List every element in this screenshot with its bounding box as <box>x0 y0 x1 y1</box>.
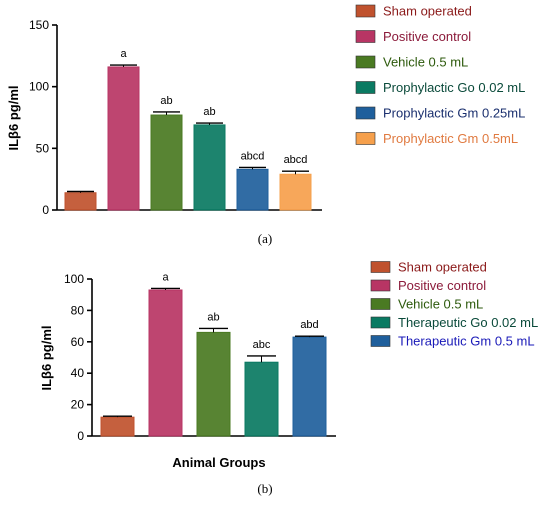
panel-label: (a) <box>258 231 272 246</box>
y-tick-label: 60 <box>71 335 85 349</box>
legend-swatch <box>370 335 391 347</box>
significance-label: abcd <box>241 150 265 162</box>
legend-entry: Positive control <box>383 29 471 44</box>
bar <box>148 289 183 437</box>
bar <box>64 192 97 211</box>
legend-swatch <box>370 279 391 292</box>
legend-entry: Therapeutic Gm 0.5 mL <box>398 334 535 349</box>
significance-label: abcd <box>284 154 308 166</box>
legend-swatch <box>355 55 376 69</box>
legend-swatch <box>370 316 391 329</box>
legend-entry: Positive control <box>398 278 486 293</box>
legend-swatch <box>370 298 391 310</box>
legend-entry: Therapeutic Go 0.02 mL <box>398 315 538 330</box>
bar <box>193 124 226 211</box>
legend-swatch <box>355 81 376 94</box>
bar <box>279 173 312 211</box>
bar <box>107 66 140 211</box>
significance-label: ab <box>203 106 215 118</box>
legend-entry: Vehicle 0.5 mL <box>398 297 483 312</box>
significance-label: a <box>120 48 127 60</box>
significance-label: a <box>162 271 169 283</box>
legend-entry: Sham operated <box>383 4 472 19</box>
y-tick-label: 150 <box>29 18 49 32</box>
bar <box>100 416 135 437</box>
legend-entry: Sham operated <box>398 260 487 275</box>
legend-swatch <box>370 261 391 273</box>
y-tick-label: 80 <box>71 303 85 317</box>
legend: Sham operated Positive control Vehicle 0.5… <box>370 260 538 349</box>
legend-swatch <box>355 132 376 145</box>
y-tick-label: 50 <box>36 141 50 155</box>
bar <box>150 114 183 211</box>
panel-label: (b) <box>257 481 272 496</box>
significance-label: abd <box>300 319 318 331</box>
y-axis-label: ILβ6 pg/ml <box>39 326 54 391</box>
legend-entry: Vehicle 0.5 mL <box>383 55 468 70</box>
y-tick-label: 20 <box>71 398 85 412</box>
y-tick-label: 100 <box>29 80 49 94</box>
bar <box>196 331 231 437</box>
chart-b: 0 20 40 60 80 100 ILβ6 pg/ml a ab abc abd Animal Gr… <box>39 260 538 497</box>
legend-swatch <box>355 30 376 43</box>
significance-label: abc <box>253 339 271 351</box>
legend: Sham operated Positive control Vehicle 0.5… <box>355 4 525 146</box>
legend-swatch <box>355 106 376 120</box>
legend-entry: Prophylactic Gm 0.25mL <box>383 106 525 121</box>
significance-label: ab <box>207 311 219 323</box>
y-tick-label: 0 <box>42 203 49 217</box>
bar <box>244 361 279 437</box>
y-axis-label: ILβ6 pg/ml <box>6 86 21 151</box>
chart-a: 0 50 100 150 ILβ6 pg/ml a ab ab abcd abcd (a) Sham … <box>6 4 525 247</box>
legend-entry: Prophylactic Gm 0.5mL <box>383 131 518 146</box>
significance-label: ab <box>160 95 172 107</box>
x-axis-label: Animal Groups <box>172 455 265 470</box>
y-tick-label: 100 <box>64 272 84 286</box>
legend-swatch <box>355 4 376 18</box>
legend-entry: Prophylactic Go 0.02 mL <box>383 80 525 95</box>
y-tick-label: 0 <box>77 429 84 443</box>
y-tick-label: 40 <box>71 366 85 380</box>
bar <box>236 168 269 211</box>
bar <box>292 336 327 437</box>
